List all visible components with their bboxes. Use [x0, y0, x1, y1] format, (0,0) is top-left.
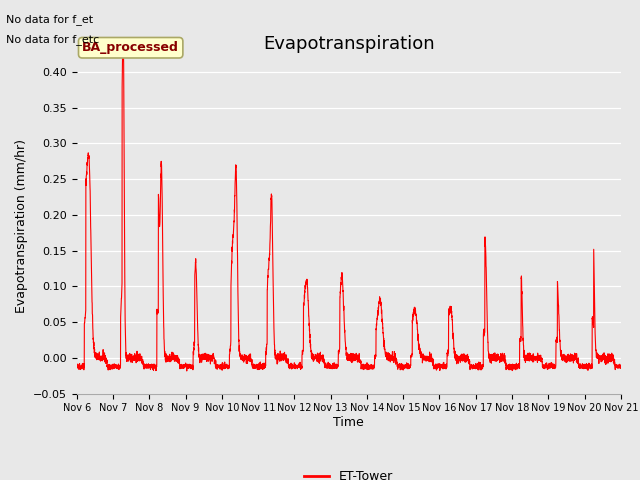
- Text: BA_processed: BA_processed: [82, 41, 179, 54]
- Text: No data for f_etc: No data for f_etc: [6, 34, 100, 45]
- Text: No data for f_et: No data for f_et: [6, 14, 93, 25]
- Title: Evapotranspiration: Evapotranspiration: [263, 35, 435, 53]
- Legend: ET-Tower: ET-Tower: [299, 465, 399, 480]
- Y-axis label: Evapotranspiration (mm/hr): Evapotranspiration (mm/hr): [15, 139, 28, 312]
- X-axis label: Time: Time: [333, 416, 364, 429]
